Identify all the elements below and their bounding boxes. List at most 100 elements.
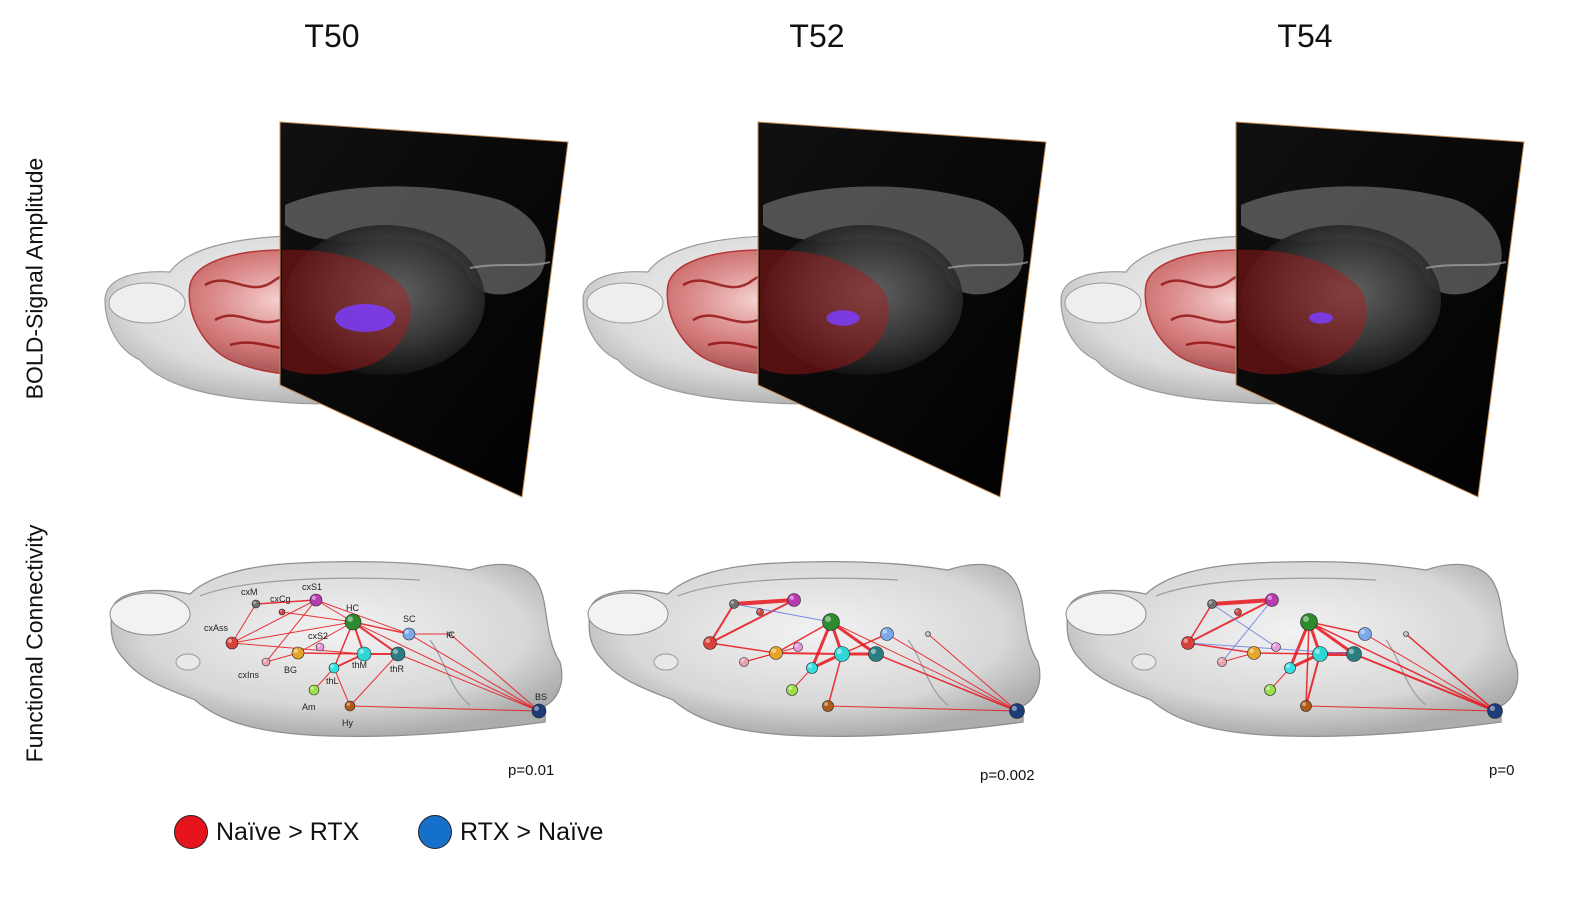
connectivity-edge [841, 633, 888, 655]
olfactory-bulb [1064, 282, 1142, 324]
connectivity-edge [1405, 633, 1496, 712]
node-thl [1284, 662, 1296, 674]
node-label-cxcg: cxCg [270, 594, 291, 604]
connectivity-edge [397, 653, 540, 712]
node-highlight [1302, 702, 1306, 706]
node-label-cxm: cxM [241, 587, 258, 597]
legend-label-rtx-gt-naive: RTX > Naïve [460, 817, 604, 846]
node-hy [822, 700, 834, 712]
node-label-hy: Hy [342, 718, 353, 728]
p-value-t54: p=0 [1489, 762, 1515, 779]
column-title-t52: T52 [789, 18, 845, 54]
glass-brain [110, 561, 563, 738]
node-label-am: Am [302, 702, 316, 712]
node-highlight [1011, 705, 1017, 711]
node-highlight [824, 702, 828, 706]
connectivity-edge [1305, 653, 1321, 707]
node-label-bs: BS [535, 692, 547, 702]
connectivity-panel-t50: cxM cxS1 cxAss cxCg HC SC cxS2 IC cxIns BG thM thR t… [109, 561, 563, 738]
connectivity-edge [775, 621, 832, 654]
node-cxs1 [309, 593, 323, 607]
column-title-t50: T50 [304, 18, 360, 54]
node-hy [1300, 700, 1312, 712]
node-highlight [1348, 648, 1354, 654]
connectivity-edge [830, 621, 1018, 712]
eye-socket [1131, 653, 1157, 671]
connectivity-edge [281, 611, 354, 623]
node-highlight [1266, 686, 1270, 690]
mri-spine [947, 261, 1029, 269]
bold-panel-t52 [582, 121, 1047, 498]
node-highlight [253, 601, 256, 604]
node-cxs2 [315, 642, 325, 652]
node-thm [834, 646, 850, 662]
node-am [786, 684, 798, 696]
connectivity-edge [315, 599, 410, 635]
mri-brain-tissue [285, 225, 485, 375]
node-highlight [293, 648, 298, 654]
cortex-ridge [1155, 577, 1377, 597]
node-thr [1346, 646, 1362, 662]
node-highlight [1489, 705, 1495, 711]
node-sc [1358, 627, 1372, 641]
node-cxs1 [1265, 593, 1279, 607]
connectivity-edge [1211, 598, 1273, 606]
connectivity-edge [255, 599, 317, 605]
connectivity-edge [1211, 603, 1277, 648]
node-highlight [789, 595, 794, 600]
connectivity-edge [349, 705, 540, 712]
node-highlight [404, 629, 409, 635]
node-label-hc: HC [346, 603, 359, 613]
connectivity-edge [709, 642, 777, 654]
node-highlight [870, 648, 876, 654]
node-highlight [317, 644, 320, 647]
node-highlight [346, 702, 350, 706]
connectivity-edge [1187, 603, 1213, 644]
legend-label-naive-gt-rtx: Naïve > RTX [216, 817, 360, 846]
activation-on-slice [1238, 249, 1367, 375]
node-highlight [227, 638, 232, 644]
mri-brain-tissue [1241, 225, 1441, 375]
mri-spine [1425, 261, 1507, 269]
node-label-sc: SC [403, 614, 416, 624]
node-cxins [739, 657, 749, 667]
connectivity-edge [449, 633, 540, 712]
mri-spine [469, 261, 551, 269]
node-highlight [1404, 632, 1406, 634]
cortex-ridge [199, 577, 421, 597]
node-highlight [1249, 648, 1254, 653]
node-highlight [1183, 638, 1188, 643]
node-cxins [261, 657, 271, 667]
node-highlight [1218, 658, 1222, 662]
mri-brain-tissue [763, 225, 963, 375]
node-highlight [825, 616, 831, 623]
connectivity-edge [1305, 705, 1496, 712]
node-sc [880, 627, 894, 641]
node-thr [868, 646, 884, 662]
node-label-cxs1: cxS1 [302, 582, 322, 592]
node-bg [291, 646, 305, 660]
connectivity-edge [297, 652, 365, 655]
node-highlight [359, 649, 364, 654]
connectivity-edge [709, 599, 795, 644]
node-cxs2 [793, 642, 803, 652]
connectivity-edge [709, 603, 735, 644]
node-bs [1487, 703, 1503, 719]
node-cxass [1181, 636, 1195, 650]
node-thm [1312, 646, 1328, 662]
node-label-cxs2: cxS2 [308, 631, 328, 641]
node-thr [390, 646, 406, 662]
legend-rtx-gt-naive: RTX > Naïve [418, 815, 603, 849]
connectivity-edge [352, 621, 399, 655]
node-highlight [1208, 600, 1212, 604]
node-label-ic: IC [446, 630, 456, 640]
eye-socket [175, 653, 201, 671]
olfactory-bulb [109, 592, 191, 636]
connectivity-edge [875, 653, 1018, 712]
connectivity-edge [349, 653, 399, 707]
node-cxass [225, 636, 239, 650]
legend-swatch-blue [418, 815, 452, 849]
connectivity-edge [408, 633, 540, 712]
node-highlight [788, 686, 792, 690]
connectivity-panel-t52 [587, 561, 1041, 738]
